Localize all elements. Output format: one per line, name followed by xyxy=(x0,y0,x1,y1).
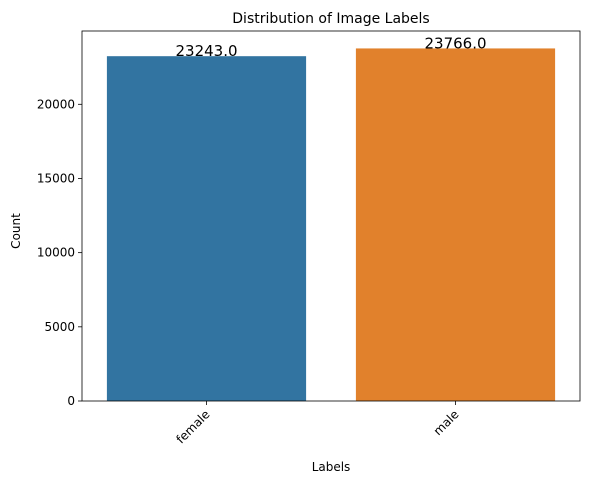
bar-male xyxy=(355,48,556,401)
y-tick-label-15000: 15000 xyxy=(37,171,75,185)
chart-title: Distribution of Image Labels xyxy=(232,11,429,27)
x-axis-label: Labels xyxy=(312,460,351,474)
y-tick-label-20000: 20000 xyxy=(37,97,75,111)
y-axis-label: Count xyxy=(9,213,23,249)
x-tick-label-male: male xyxy=(431,407,462,438)
y-tick-label-5000: 5000 xyxy=(44,320,75,334)
bar-female xyxy=(106,56,307,401)
plot-frame xyxy=(81,30,581,402)
plot-area: 23243.0 female 23766.0 male 0 5000 10000 15000 2… xyxy=(37,30,581,446)
data-label-female: 23243.0 xyxy=(175,42,237,60)
y-tick-label-0: 0 xyxy=(67,394,75,408)
y-tick-label-10000: 10000 xyxy=(37,246,75,260)
x-tick-label-female: female xyxy=(173,407,212,446)
data-label-male: 23766.0 xyxy=(424,34,486,52)
